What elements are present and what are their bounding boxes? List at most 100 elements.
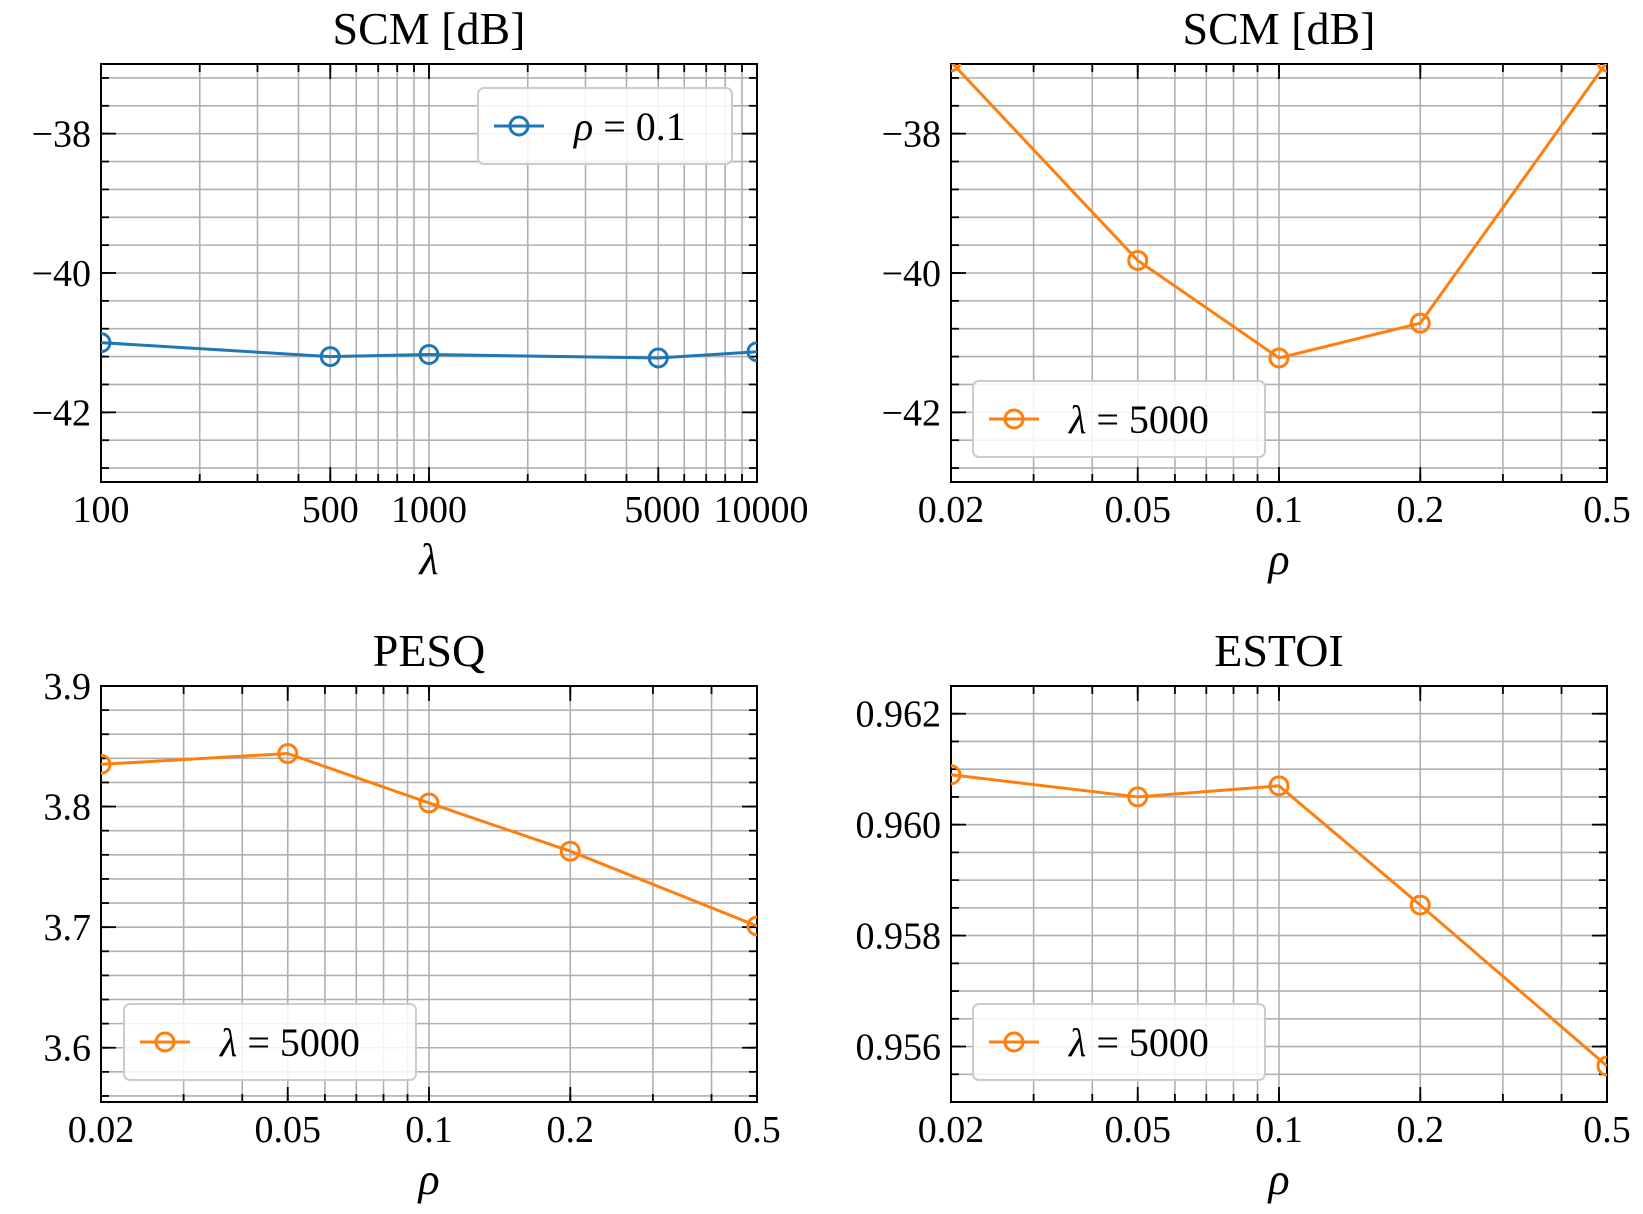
chart-title: SCM [dB] bbox=[333, 3, 526, 54]
legend-symbol: λ bbox=[219, 1020, 237, 1065]
x-tick-label: 0.2 bbox=[1397, 489, 1445, 531]
legend-marker bbox=[508, 115, 530, 137]
x-axis-label: ρ bbox=[416, 1155, 439, 1204]
y-tick-label: 3.8 bbox=[44, 787, 92, 829]
legend-value: = 0.1 bbox=[593, 104, 686, 149]
axes-frame bbox=[950, 685, 1608, 1103]
legend-symbol: ρ bbox=[572, 104, 593, 149]
x-axis-label: λ bbox=[417, 535, 438, 584]
subplot-1: 100 500 1000 5000 10000 −38 −40 −42 SCM [dB] λ ρ =… bbox=[32, 3, 809, 584]
y-tick-label: −40 bbox=[32, 253, 91, 295]
data-point bbox=[1268, 775, 1290, 797]
legend-symbol: λ bbox=[1068, 397, 1086, 442]
y-tick-label: 0.956 bbox=[856, 1027, 942, 1069]
legend-marker bbox=[154, 1031, 176, 1053]
legend: λ = 5000 bbox=[972, 380, 1266, 458]
legend-label: λ = 5000 bbox=[219, 1020, 360, 1065]
series-1 bbox=[951, 764, 1607, 1077]
x-tick-label: 10000 bbox=[714, 489, 809, 531]
x-tick-label: 0.05 bbox=[254, 1109, 321, 1151]
x-tick-label: 5000 bbox=[624, 489, 700, 531]
data-point bbox=[277, 743, 299, 765]
x-tick-label: 0.02 bbox=[918, 1109, 985, 1151]
x-tick-label: 0.1 bbox=[1255, 489, 1303, 531]
legend: ρ = 0.1 bbox=[477, 87, 733, 165]
data-point bbox=[418, 792, 440, 814]
y-tick-label: −38 bbox=[32, 114, 91, 156]
data-point bbox=[559, 840, 581, 862]
y-tick-label: 0.958 bbox=[856, 916, 942, 958]
y-tick-label: −42 bbox=[882, 392, 941, 434]
y-tick-label: −38 bbox=[882, 114, 941, 156]
legend-label: λ = 5000 bbox=[1068, 1020, 1209, 1065]
chart-title: PESQ bbox=[373, 625, 485, 676]
legend: λ = 5000 bbox=[972, 1003, 1266, 1081]
legend-value: = 5000 bbox=[237, 1020, 360, 1065]
data-point bbox=[1596, 1055, 1607, 1077]
legend-value: = 5000 bbox=[1086, 397, 1209, 442]
x-axis-label: ρ bbox=[1266, 1155, 1289, 1204]
series-line bbox=[951, 773, 1607, 1068]
x-tick-label: 0.5 bbox=[1583, 1109, 1631, 1151]
y-tick-label: 0.960 bbox=[856, 805, 942, 847]
x-tick-label: 0.2 bbox=[547, 1109, 595, 1151]
series-1 bbox=[101, 332, 757, 369]
axes-frame bbox=[950, 63, 1608, 483]
data-point bbox=[319, 346, 341, 368]
axes-frame bbox=[100, 63, 758, 483]
x-tick-label: 0.1 bbox=[1255, 1109, 1303, 1151]
ticks bbox=[950, 685, 1608, 1103]
legend: λ = 5000 bbox=[123, 1003, 417, 1081]
y-tick-label: 3.6 bbox=[44, 1028, 92, 1070]
legend-frame bbox=[972, 380, 1266, 458]
data-point bbox=[1268, 347, 1290, 369]
subplot-4: 0.02 0.05 0.1 0.2 0.5 0.956 0.958 0.960 0.962 EST… bbox=[856, 625, 1631, 1204]
y-tick-label: 3.7 bbox=[44, 907, 92, 949]
data-point bbox=[418, 344, 440, 366]
series-1 bbox=[951, 64, 1607, 369]
data-point bbox=[1409, 312, 1431, 334]
x-tick-label: 0.5 bbox=[1583, 489, 1631, 531]
x-axis-label: ρ bbox=[1266, 535, 1289, 584]
series-1 bbox=[101, 743, 757, 937]
legend-frame bbox=[123, 1003, 417, 1081]
chart-title: SCM [dB] bbox=[1183, 3, 1376, 54]
data-point bbox=[647, 347, 669, 369]
series-line bbox=[101, 341, 757, 360]
x-tick-label: 0.05 bbox=[1104, 489, 1171, 531]
x-tick-label: 0.02 bbox=[68, 1109, 135, 1151]
data-point bbox=[1409, 894, 1431, 916]
x-tick-label: 500 bbox=[302, 489, 359, 531]
legend-marker bbox=[1003, 1031, 1025, 1053]
data-point bbox=[746, 341, 757, 363]
x-tick-label: 0.2 bbox=[1397, 1109, 1445, 1151]
x-tick-label: 100 bbox=[73, 489, 130, 531]
legend-symbol: λ bbox=[1068, 1020, 1086, 1065]
y-tick-label: −40 bbox=[882, 253, 941, 295]
grid bbox=[951, 64, 1607, 482]
x-tick-label: 0.05 bbox=[1104, 1109, 1171, 1151]
data-point bbox=[1127, 786, 1149, 808]
ticks bbox=[950, 64, 1608, 482]
subplot-3: 0.02 0.05 0.1 0.2 0.5 3.6 3.7 3.8 3.9 PESQ ρ λ = 50… bbox=[44, 625, 781, 1204]
x-tick-label: 0.1 bbox=[405, 1109, 453, 1151]
legend-marker bbox=[1003, 408, 1025, 430]
y-tick-label: 0.962 bbox=[856, 694, 942, 736]
legend-frame bbox=[477, 87, 733, 165]
x-tick-label: 0.5 bbox=[733, 1109, 781, 1151]
data-point bbox=[951, 764, 962, 786]
x-tick-label: 1000 bbox=[391, 489, 467, 531]
series-line bbox=[101, 752, 757, 928]
legend-frame bbox=[972, 1003, 1266, 1081]
axes-frame bbox=[100, 685, 758, 1103]
legend-label: ρ = 0.1 bbox=[572, 104, 686, 149]
legend-value: = 5000 bbox=[1086, 1020, 1209, 1065]
series-line bbox=[951, 64, 1607, 360]
data-point bbox=[746, 915, 757, 937]
data-point bbox=[101, 753, 112, 775]
y-tick-label: −42 bbox=[32, 392, 91, 434]
x-tick-label: 0.02 bbox=[918, 489, 985, 531]
y-tick-label: 3.9 bbox=[44, 666, 92, 708]
chart-title: ESTOI bbox=[1214, 625, 1344, 676]
